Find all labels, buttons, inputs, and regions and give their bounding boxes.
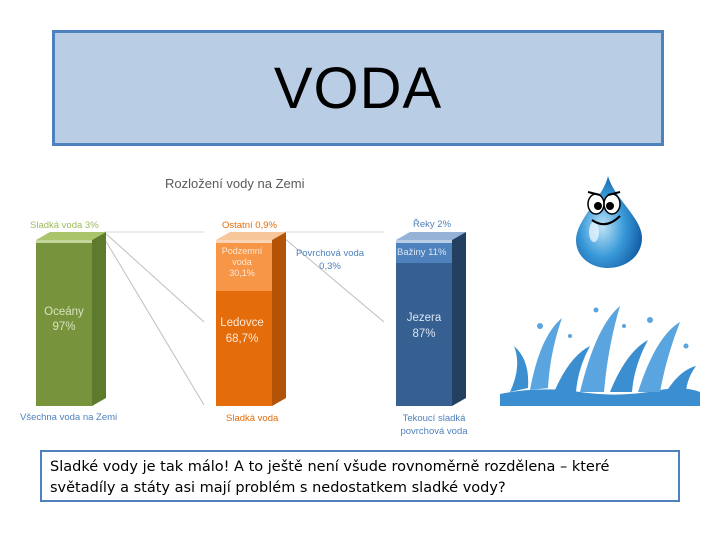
bar2-main-label-value: 68,7% (226, 333, 259, 345)
bar2-bottom-label: Sladká voda (226, 413, 279, 424)
caption-line-2: světadíly a státy asi mají problém s ned… (50, 480, 506, 496)
bar3-top-label: Řeky 2% (413, 219, 452, 230)
title-banner: VODA (52, 30, 664, 146)
bar1-bottom-label: Všechna voda na Zemi (20, 412, 117, 423)
bar-surface-water (396, 232, 466, 406)
bar1-main-label-value: 97% (52, 321, 75, 333)
surface-water-note: Povrchová voda (296, 248, 365, 259)
water-drop-mascot-icon (576, 176, 642, 268)
caption-box: Sladké vody je tak málo! A to ještě není… (40, 450, 680, 502)
bar2-segment-label-3: 30,1% (229, 268, 255, 278)
bar1-main-label-name: Oceány (44, 306, 84, 318)
bar3-bottom-label-1: Tekoucí sladká (403, 413, 467, 424)
connector-line (283, 237, 385, 323)
bar3-segment-label: Bažiny 11% (397, 247, 447, 258)
connector-line (103, 237, 205, 406)
bar2-main-label-name: Ledovce (220, 317, 263, 329)
surface-water-note-value: 0,3% (319, 261, 341, 272)
bar2-segment-label-1: Podzemní (222, 246, 263, 256)
bar2-segment-label-2: voda (232, 257, 252, 267)
chart-title: Rozložení vody na Zemi (165, 176, 305, 191)
slide-title: VODA (273, 55, 443, 121)
bar-all-water (36, 232, 106, 406)
bar1-top-label: Sladká voda 3% (30, 220, 99, 231)
water-splash-icon (500, 296, 700, 406)
bar3-main-label-name: Jezera (407, 312, 442, 324)
caption-line-1: Sladké vody je tak málo! A to ještě není… (50, 459, 610, 475)
bar3-bottom-label-2: povrchová voda (400, 426, 468, 437)
bar2-top-label: Ostatní 0,9% (222, 220, 277, 231)
connector-line (103, 231, 205, 323)
bar-fresh-water (216, 232, 286, 406)
bar3-main-label-value: 87% (412, 328, 435, 340)
